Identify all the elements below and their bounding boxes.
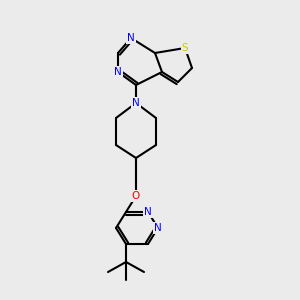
Text: N: N xyxy=(132,98,140,108)
Text: N: N xyxy=(127,33,135,43)
Text: O: O xyxy=(132,191,140,201)
Text: N: N xyxy=(154,223,162,233)
Text: S: S xyxy=(182,43,188,53)
Text: N: N xyxy=(114,67,122,77)
Text: N: N xyxy=(144,207,152,217)
